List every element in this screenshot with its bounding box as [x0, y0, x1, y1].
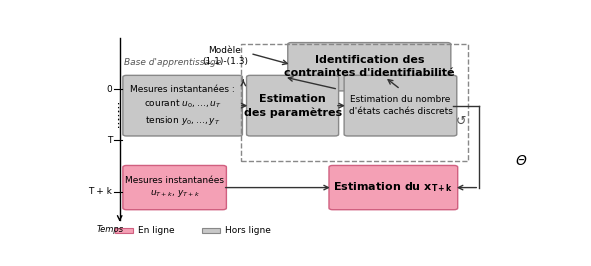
- Text: Base d'apprentissage: Base d'apprentissage: [124, 58, 221, 67]
- Text: Θ: Θ: [516, 154, 527, 168]
- FancyBboxPatch shape: [202, 228, 219, 234]
- Text: ↺: ↺: [456, 115, 466, 128]
- FancyBboxPatch shape: [123, 165, 226, 210]
- FancyBboxPatch shape: [344, 75, 457, 136]
- Text: ⋮: ⋮: [112, 111, 123, 121]
- Text: Estimation du $\mathbf{x_{T+k}}$: Estimation du $\mathbf{x_{T+k}}$: [333, 181, 453, 194]
- Text: Estimation du nombre
d'états cachés discrets: Estimation du nombre d'états cachés disc…: [349, 95, 452, 116]
- FancyBboxPatch shape: [329, 165, 457, 210]
- Text: T + k: T + k: [89, 187, 112, 196]
- FancyBboxPatch shape: [288, 43, 451, 91]
- Text: Mesures instantanées
$u_{T+k},\, y_{T+k}$: Mesures instantanées $u_{T+k},\, y_{T+k}…: [125, 176, 224, 199]
- Text: 0: 0: [106, 85, 112, 94]
- Text: Estimation
des paramètres: Estimation des paramètres: [243, 94, 342, 118]
- FancyBboxPatch shape: [123, 75, 242, 136]
- Text: Modèle
(1.1)-(1.3): Modèle (1.1)-(1.3): [202, 46, 248, 66]
- Text: Identification des
contraintes d'identifiabilité: Identification des contraintes d'identif…: [284, 55, 454, 78]
- Text: Temps: Temps: [97, 225, 124, 234]
- Text: Hors ligne: Hors ligne: [225, 226, 271, 235]
- FancyBboxPatch shape: [115, 228, 132, 234]
- Text: ⋮: ⋮: [112, 119, 123, 129]
- Text: ⋮: ⋮: [112, 103, 123, 113]
- FancyBboxPatch shape: [246, 75, 339, 136]
- Text: Mesures instantanées :
courant $u_0,\ldots,u_T$
tension $y_0,\ldots,y_T$: Mesures instantanées : courant $u_0,\ldo…: [130, 85, 235, 127]
- Text: T: T: [107, 136, 112, 145]
- Text: En ligne: En ligne: [138, 226, 174, 235]
